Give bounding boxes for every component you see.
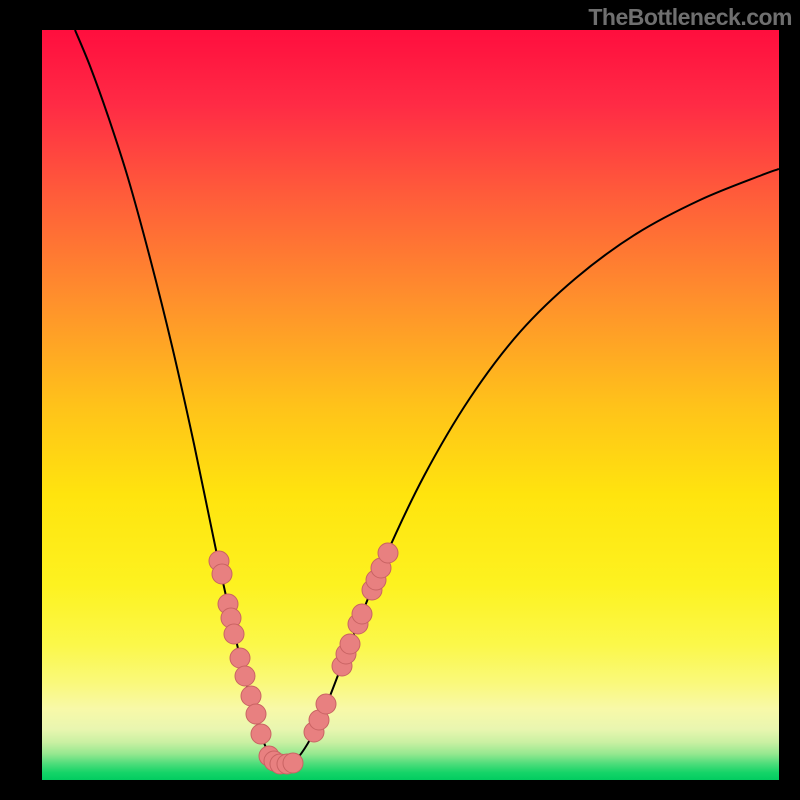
data-marker	[251, 724, 271, 744]
data-marker	[378, 543, 398, 563]
data-marker	[230, 648, 250, 668]
data-marker	[340, 634, 360, 654]
data-marker	[316, 694, 336, 714]
chart-container: TheBottleneck.com	[0, 0, 800, 800]
data-marker	[235, 666, 255, 686]
bottleneck-chart	[0, 0, 800, 800]
data-marker	[224, 624, 244, 644]
data-marker	[212, 564, 232, 584]
watermark-text: TheBottleneck.com	[588, 4, 792, 31]
data-marker	[283, 753, 303, 773]
data-marker	[246, 704, 266, 724]
data-marker	[241, 686, 261, 706]
data-marker	[352, 604, 372, 624]
gradient-background	[42, 30, 779, 780]
